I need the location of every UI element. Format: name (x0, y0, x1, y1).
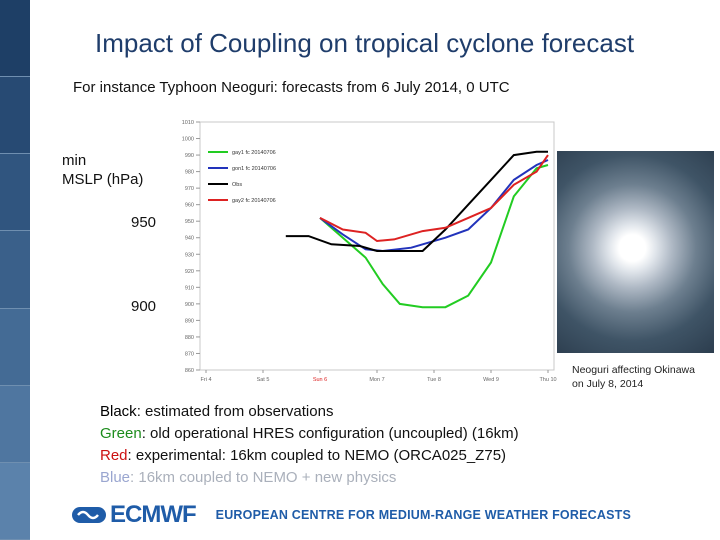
y-tick-label: 910 (185, 285, 194, 291)
x-tick-label: Tue 8 (427, 377, 441, 383)
y-tick-label: 950 (185, 219, 194, 225)
legend-key: Black (100, 403, 137, 420)
legend-entry: Red: experimental: 16km coupled to NEMO … (100, 445, 519, 467)
photo-caption: Neoguri affecting Okinawa on July 8, 201… (572, 363, 695, 391)
y-tick-label: 970 (185, 186, 194, 192)
typhoon-satellite-image (557, 151, 714, 353)
series-legend-label: gay2 fc 20140706 (232, 198, 276, 204)
ecmwf-logo-text: ECMWF (110, 501, 197, 528)
legend-key: Green (100, 425, 142, 442)
photo-caption-line1: Neoguri affecting Okinawa (572, 364, 695, 376)
y-tick-label: 990 (185, 153, 194, 159)
tick-label-900: 900 (131, 298, 157, 315)
slide-subtitle: For instance Typhoon Neoguri: forecasts … (73, 79, 510, 96)
legend-entry: Green: old operational HRES configuratio… (100, 423, 519, 445)
y-tick-label: 860 (185, 368, 194, 374)
series-legend-label: Obs (232, 182, 242, 188)
y-tick-label: 1010 (182, 120, 194, 126)
series-line (285, 150, 548, 252)
side-decoration-bar (0, 0, 30, 540)
series-line (319, 159, 549, 253)
y-axis-label: min MSLP (hPa) (62, 151, 143, 189)
legend: Black: estimated from observations Green:… (100, 401, 519, 489)
y-tick-label: 890 (185, 318, 194, 324)
tick-label-950: 950 (131, 214, 157, 231)
y-tick-label: 880 (185, 335, 194, 341)
plot-area (199, 121, 555, 371)
footer-tagline: EUROPEAN CENTRE FOR MEDIUM-RANGE WEATHER… (215, 508, 631, 522)
ecmwf-logo-icon (72, 507, 106, 523)
y-tick-label: 920 (185, 269, 194, 275)
legend-text: : experimental: 16km coupled to NEMO (OR… (127, 447, 507, 464)
legend-text: : 16km coupled to NEMO + new physics (130, 469, 397, 486)
series-line (319, 154, 549, 243)
x-tick-label: Mon 7 (369, 377, 384, 383)
y-tick-label: 980 (185, 170, 194, 176)
x-tick-label: Sat 5 (257, 377, 270, 383)
y-axis-label-line2: MSLP (hPa) (62, 171, 144, 188)
legend-key: Red (100, 447, 128, 464)
y-tick-label: 900 (185, 302, 194, 308)
footer: ECMWF EUROPEAN CENTRE FOR MEDIUM-RANGE W… (72, 497, 631, 533)
legend-entry: Blue: 16km coupled to NEMO + new physics (100, 467, 519, 489)
legend-entry: Black: estimated from observations (100, 401, 519, 423)
y-tick-label: 930 (185, 252, 194, 258)
y-tick-label: 940 (185, 236, 194, 242)
series-legend-label: gon1 fc 20140706 (232, 166, 276, 172)
legend-text: : estimated from observations (136, 403, 334, 420)
photo-caption-line2: on July 8, 2014 (572, 378, 644, 390)
y-tick-label: 1000 (182, 137, 194, 143)
series-line (319, 164, 549, 309)
slide-title: Impact of Coupling on tropical cyclone f… (95, 28, 635, 58)
x-tick-label: Wed 9 (483, 377, 499, 383)
legend-key: Blue (100, 469, 131, 486)
x-tick-label: Sun 6 (313, 377, 327, 383)
y-axis-label-line1: min (62, 152, 87, 169)
y-tick-label: 960 (185, 203, 194, 209)
legend-text: : old operational HRES configuration (un… (141, 425, 519, 442)
x-tick-label: Fri 4 (201, 377, 212, 383)
x-tick-label: Thu 10 (539, 377, 556, 383)
y-tick-label: 870 (185, 351, 194, 357)
mslp-chart: 1010 1000 990 980 970 960 950 940 930 920 910 900 89… (182, 120, 557, 383)
series-legend-label: gay1 fc 20140706 (232, 150, 276, 156)
